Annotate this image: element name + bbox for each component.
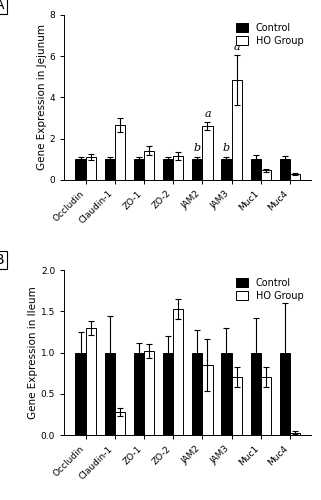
Bar [163, 159, 173, 180]
Bar [280, 352, 290, 435]
Bar [105, 352, 115, 435]
Bar [144, 151, 154, 180]
Bar [192, 352, 202, 435]
Bar [250, 159, 261, 180]
Bar [202, 365, 213, 435]
Text: B: B [0, 253, 4, 267]
Bar [231, 80, 242, 180]
Y-axis label: Gene Expression in Jejunum: Gene Expression in Jejunum [37, 24, 47, 171]
Bar [105, 159, 115, 180]
Bar [280, 159, 290, 180]
Bar [86, 328, 96, 435]
Bar [86, 157, 96, 180]
Bar [144, 351, 154, 435]
Legend: Control, HO Group: Control, HO Group [233, 275, 307, 304]
Text: a: a [204, 109, 211, 119]
Bar [250, 352, 261, 435]
Bar [192, 159, 202, 180]
Bar [75, 159, 86, 180]
Bar [221, 159, 231, 180]
Bar [290, 432, 300, 435]
Bar [163, 352, 173, 435]
Bar [231, 378, 242, 435]
Bar [75, 352, 86, 435]
Bar [115, 125, 125, 180]
Bar [134, 159, 144, 180]
Bar [134, 352, 144, 435]
Bar [261, 378, 271, 435]
Bar [290, 174, 300, 180]
Bar [115, 412, 125, 435]
Bar [261, 170, 271, 179]
Bar [173, 156, 183, 180]
Bar [173, 309, 183, 435]
Bar [221, 352, 231, 435]
Y-axis label: Gene Expression in Ileum: Gene Expression in Ileum [28, 286, 38, 419]
Text: b: b [223, 144, 230, 154]
Text: b: b [194, 144, 201, 154]
Legend: Control, HO Group: Control, HO Group [233, 20, 307, 48]
Text: a: a [233, 42, 240, 52]
Bar [202, 126, 213, 180]
Text: A: A [0, 0, 4, 12]
